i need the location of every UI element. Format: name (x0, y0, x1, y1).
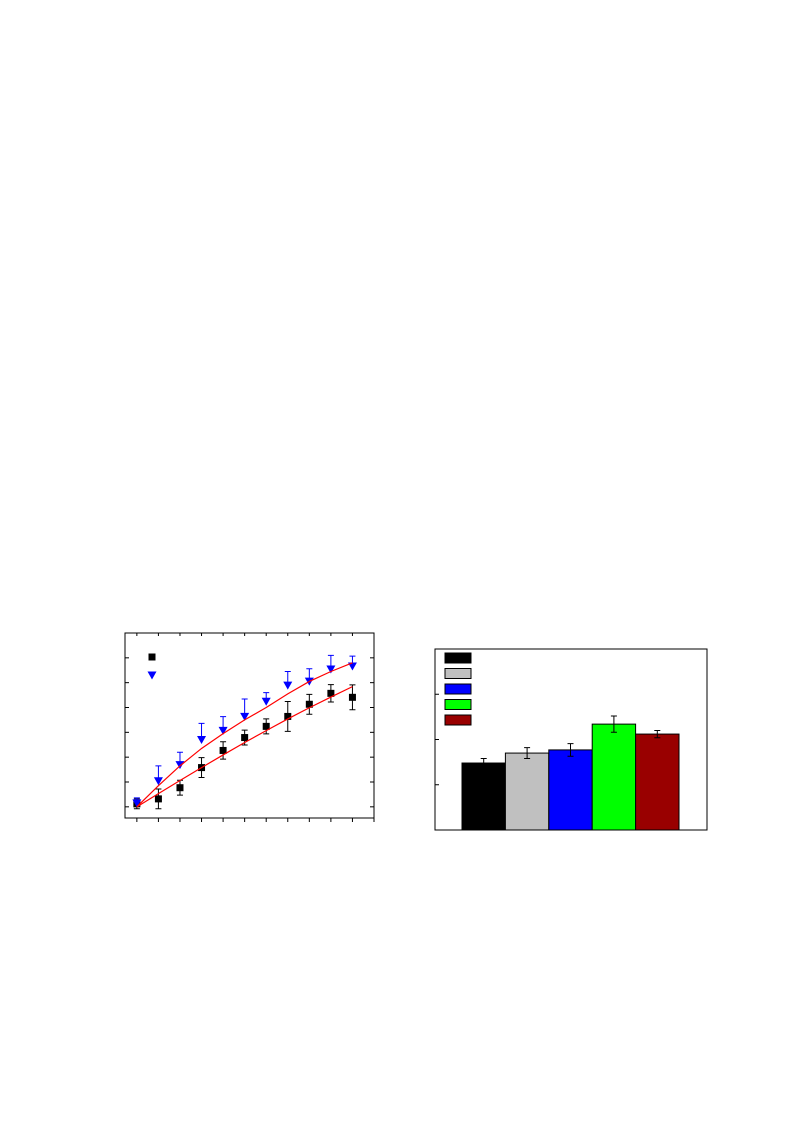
data-point (326, 665, 336, 674)
legend-swatch (444, 699, 472, 710)
data-point (154, 795, 162, 803)
bar (548, 749, 593, 831)
legend-marker (148, 653, 156, 661)
data-point (240, 712, 250, 721)
legend-marker (147, 671, 157, 680)
data-point (262, 722, 270, 730)
data-point (347, 662, 357, 671)
legend-swatch (444, 714, 472, 726)
error-bar (480, 758, 487, 769)
bar (461, 762, 506, 831)
data-point (176, 784, 184, 792)
error-bar (524, 747, 531, 760)
data-point (241, 734, 249, 742)
error-bar (567, 743, 574, 757)
error-bar (610, 715, 617, 733)
bar (635, 733, 680, 831)
data-point (197, 736, 207, 745)
data-point (327, 689, 335, 697)
data-point (153, 777, 163, 786)
fit-line (136, 662, 353, 808)
legend-swatch (444, 683, 472, 695)
legend-swatch (444, 652, 472, 664)
data-point (284, 712, 292, 720)
data-point (219, 746, 227, 754)
data-point (305, 700, 313, 708)
data-point (132, 799, 142, 808)
data-point (283, 681, 293, 690)
data-point (218, 726, 228, 735)
data-point (348, 693, 356, 701)
plot-frame (124, 632, 375, 819)
error-bar (654, 729, 661, 739)
bar (504, 752, 550, 831)
data-point (261, 697, 271, 706)
fit-line (136, 686, 353, 808)
bar (591, 723, 637, 831)
legend-swatch (444, 668, 472, 679)
